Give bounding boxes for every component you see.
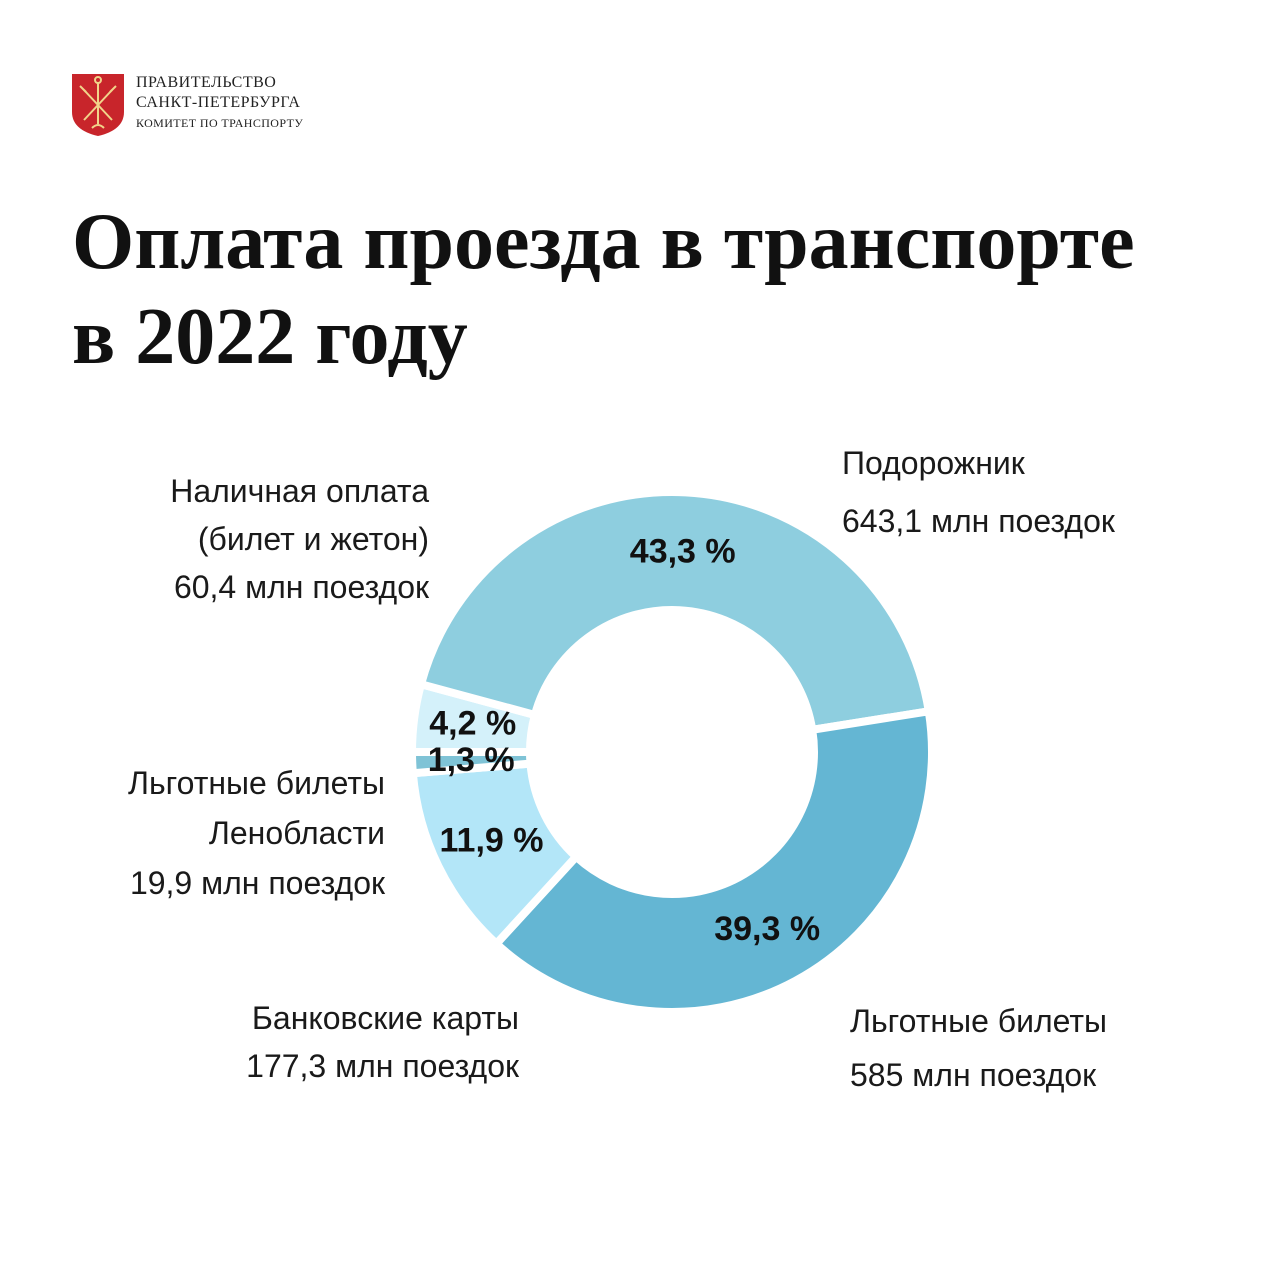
percent-label-2: 43,3 % bbox=[630, 532, 736, 570]
caption-podorozhnik-label: Подорожник bbox=[842, 445, 1025, 481]
logo-line-3: КОМИТЕТ ПО ТРАНСПОРТУ bbox=[136, 115, 304, 130]
percent-label-5: 1,3 % bbox=[428, 741, 515, 779]
caption-podorozhnik: Подорожник 643,1 млн поездок bbox=[842, 434, 1115, 550]
percent-label-1: 4,2 % bbox=[429, 705, 516, 743]
caption-bank-label: Банковские карты bbox=[251, 1000, 519, 1036]
donut-slice-3 bbox=[490, 706, 936, 1016]
caption-benefit-value: 585 млн поездок bbox=[850, 1057, 1097, 1093]
caption-podorozhnik-value: 643,1 млн поездок bbox=[842, 503, 1115, 539]
caption-lenoblast-label: Льготные билеты bbox=[127, 765, 385, 801]
logo-text: ПРАВИТЕЛЬСТВО САНКТ-ПЕТЕРБУРГА КОМИТЕТ П… bbox=[136, 72, 303, 129]
logo-line-1: ПРАВИТЕЛЬСТВО bbox=[136, 74, 277, 91]
donut-slice-5 bbox=[407, 748, 535, 778]
caption-cash: Наличная оплата (билет и жетон) 60,4 млн… bbox=[170, 467, 429, 611]
logo-line-2: САНКТ-ПЕТЕРБУРГА bbox=[136, 93, 301, 111]
spb-coat-of-arms-icon bbox=[72, 74, 124, 136]
caption-bank: Банковские карты 177,3 млн поездок bbox=[246, 994, 519, 1090]
title-line-1: Оплата проезда в транспорте bbox=[72, 198, 1135, 286]
government-logo: ПРАВИТЕЛЬСТВО САНКТ-ПЕТЕРБУРГА КОМИТЕТ П… bbox=[70, 72, 303, 138]
caption-benefit: Льготные билеты 585 млн поездок bbox=[850, 994, 1107, 1102]
title-line-2: в 2022 году bbox=[72, 293, 468, 381]
caption-benefit-label: Льготные билеты bbox=[850, 1003, 1108, 1039]
caption-lenoblast-sublabel: Ленобласти bbox=[208, 815, 385, 851]
caption-cash-label: Наличная оплата bbox=[170, 473, 429, 509]
percent-label-4: 11,9 % bbox=[440, 821, 544, 859]
percent-label-3: 39,3 % bbox=[714, 910, 820, 948]
page-title: Оплата проезда в транспорте в 2022 году bbox=[72, 195, 1135, 385]
caption-lenoblast-value: 19,9 млн поездок bbox=[129, 865, 385, 901]
caption-lenoblast: Льготные билеты Ленобласти 19,9 млн поез… bbox=[128, 758, 385, 908]
donut-slice-2 bbox=[416, 488, 934, 735]
caption-bank-value: 177,3 млн поездок bbox=[246, 1048, 519, 1084]
caption-cash-value: 60,4 млн поездок bbox=[173, 569, 429, 605]
caption-cash-sublabel: (билет и жетон) bbox=[197, 521, 429, 557]
